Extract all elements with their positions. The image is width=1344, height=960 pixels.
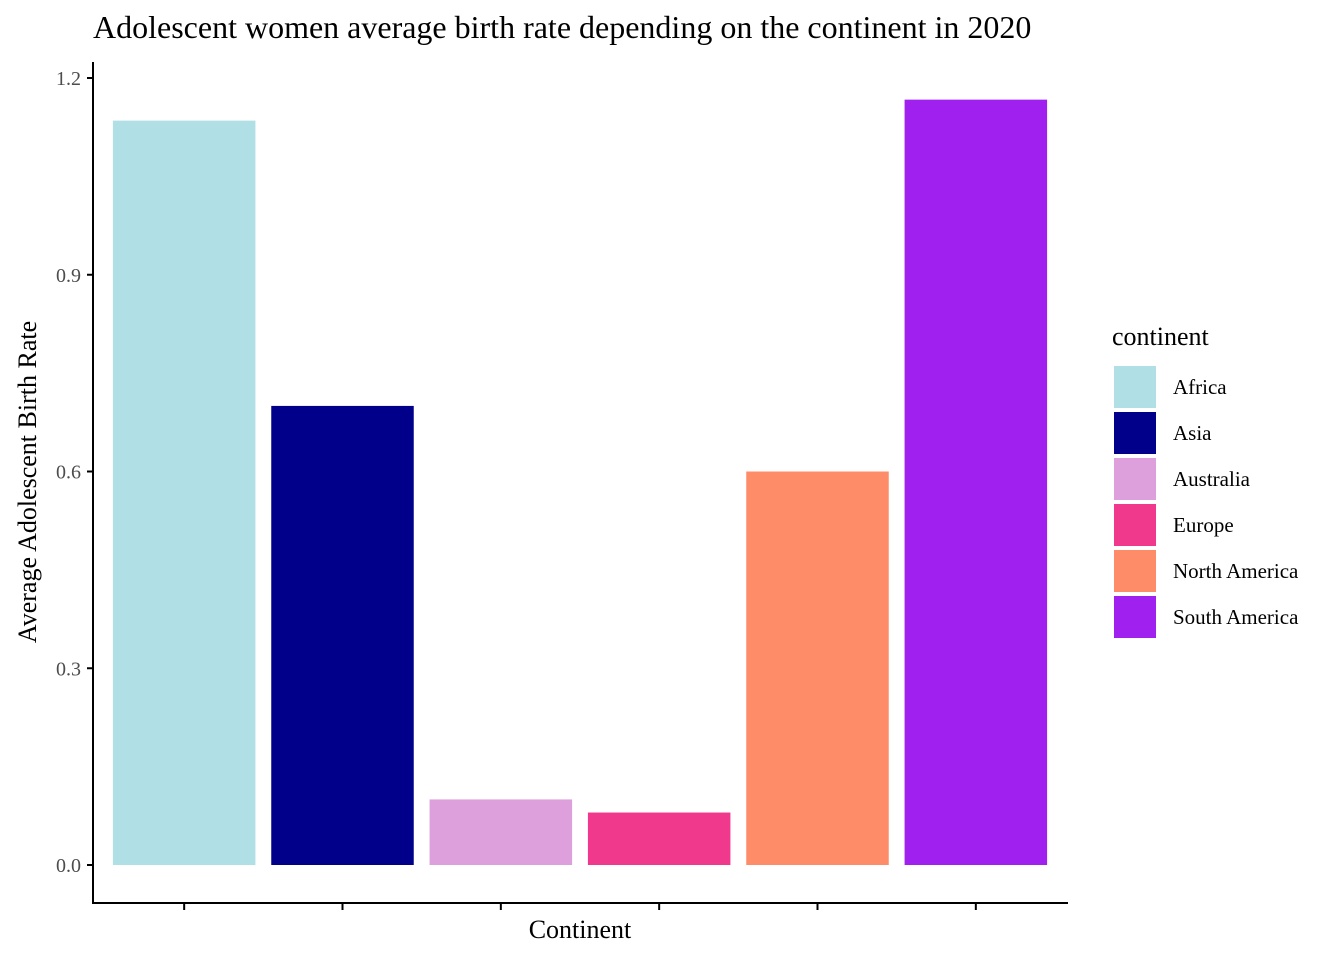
y-tick-label: 0.0 [56,855,81,877]
x-axis-title: Continent [529,915,632,944]
bar-south-america [904,99,1048,865]
legend-key-europe [1114,504,1156,546]
chart-title: Adolescent women average birth rate depe… [93,9,1031,45]
y-tick-label: 0.3 [56,658,81,680]
legend-label: Asia [1173,421,1212,445]
bar-asia [271,405,414,865]
y-tick-label: 0.6 [56,462,81,484]
legend-label: Africa [1173,375,1227,399]
bars [112,99,1048,866]
x-axis-ticks [183,903,977,910]
y-tick-label: 1.2 [56,68,81,90]
legend-key-north-america [1114,550,1156,592]
bar-australia [429,799,573,865]
legend-key-australia [1114,458,1156,500]
bar-africa [112,120,256,866]
legend-label: Europe [1173,513,1234,537]
y-axis-title: Average Adolescent Birth Rate [13,321,42,643]
legend-label: North America [1173,559,1299,583]
legend-key-asia [1114,412,1156,454]
legend-label: South America [1173,605,1299,629]
y-tick-label: 0.9 [56,265,81,287]
legend-key-africa [1114,366,1156,408]
legend-key-south-america [1114,596,1156,638]
bar-north-america [746,471,889,865]
legend-title: continent [1112,322,1210,351]
y-axis-ticks: 0.0 0.3 0.6 0.9 1.2 [56,68,93,877]
legend: continent Africa Asia Australia Europe North… [1112,322,1299,638]
legend-label: Australia [1173,467,1251,491]
bar-europe [587,812,731,865]
